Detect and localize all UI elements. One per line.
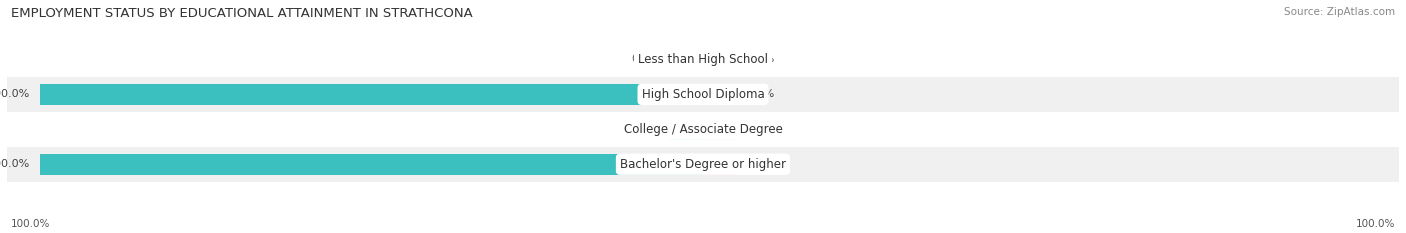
Bar xyxy=(7,147,1399,182)
Text: Source: ZipAtlas.com: Source: ZipAtlas.com xyxy=(1284,7,1395,17)
Text: 0.0%: 0.0% xyxy=(747,55,775,64)
Text: 100.0%: 100.0% xyxy=(11,219,51,229)
Text: 100.0%: 100.0% xyxy=(0,89,30,99)
Bar xyxy=(7,42,1399,77)
Text: 100.0%: 100.0% xyxy=(0,159,30,169)
Bar xyxy=(703,49,737,70)
Text: Bachelor's Degree or higher: Bachelor's Degree or higher xyxy=(620,158,786,171)
Text: 0.0%: 0.0% xyxy=(631,124,659,134)
Bar xyxy=(703,119,737,140)
Text: 0.0%: 0.0% xyxy=(631,55,659,64)
Bar xyxy=(669,49,703,70)
Bar xyxy=(41,84,703,105)
Bar xyxy=(703,154,737,175)
Text: 0.0%: 0.0% xyxy=(747,159,775,169)
Text: EMPLOYMENT STATUS BY EDUCATIONAL ATTAINMENT IN STRATHCONA: EMPLOYMENT STATUS BY EDUCATIONAL ATTAINM… xyxy=(11,7,472,20)
Bar xyxy=(41,154,703,175)
Text: 100.0%: 100.0% xyxy=(1355,219,1395,229)
Bar xyxy=(703,84,737,105)
Text: 0.0%: 0.0% xyxy=(747,124,775,134)
Text: College / Associate Degree: College / Associate Degree xyxy=(624,123,782,136)
Bar xyxy=(669,119,703,140)
Bar xyxy=(7,112,1399,147)
Text: Less than High School: Less than High School xyxy=(638,53,768,66)
Text: 0.0%: 0.0% xyxy=(747,89,775,99)
Text: High School Diploma: High School Diploma xyxy=(641,88,765,101)
Bar xyxy=(7,77,1399,112)
